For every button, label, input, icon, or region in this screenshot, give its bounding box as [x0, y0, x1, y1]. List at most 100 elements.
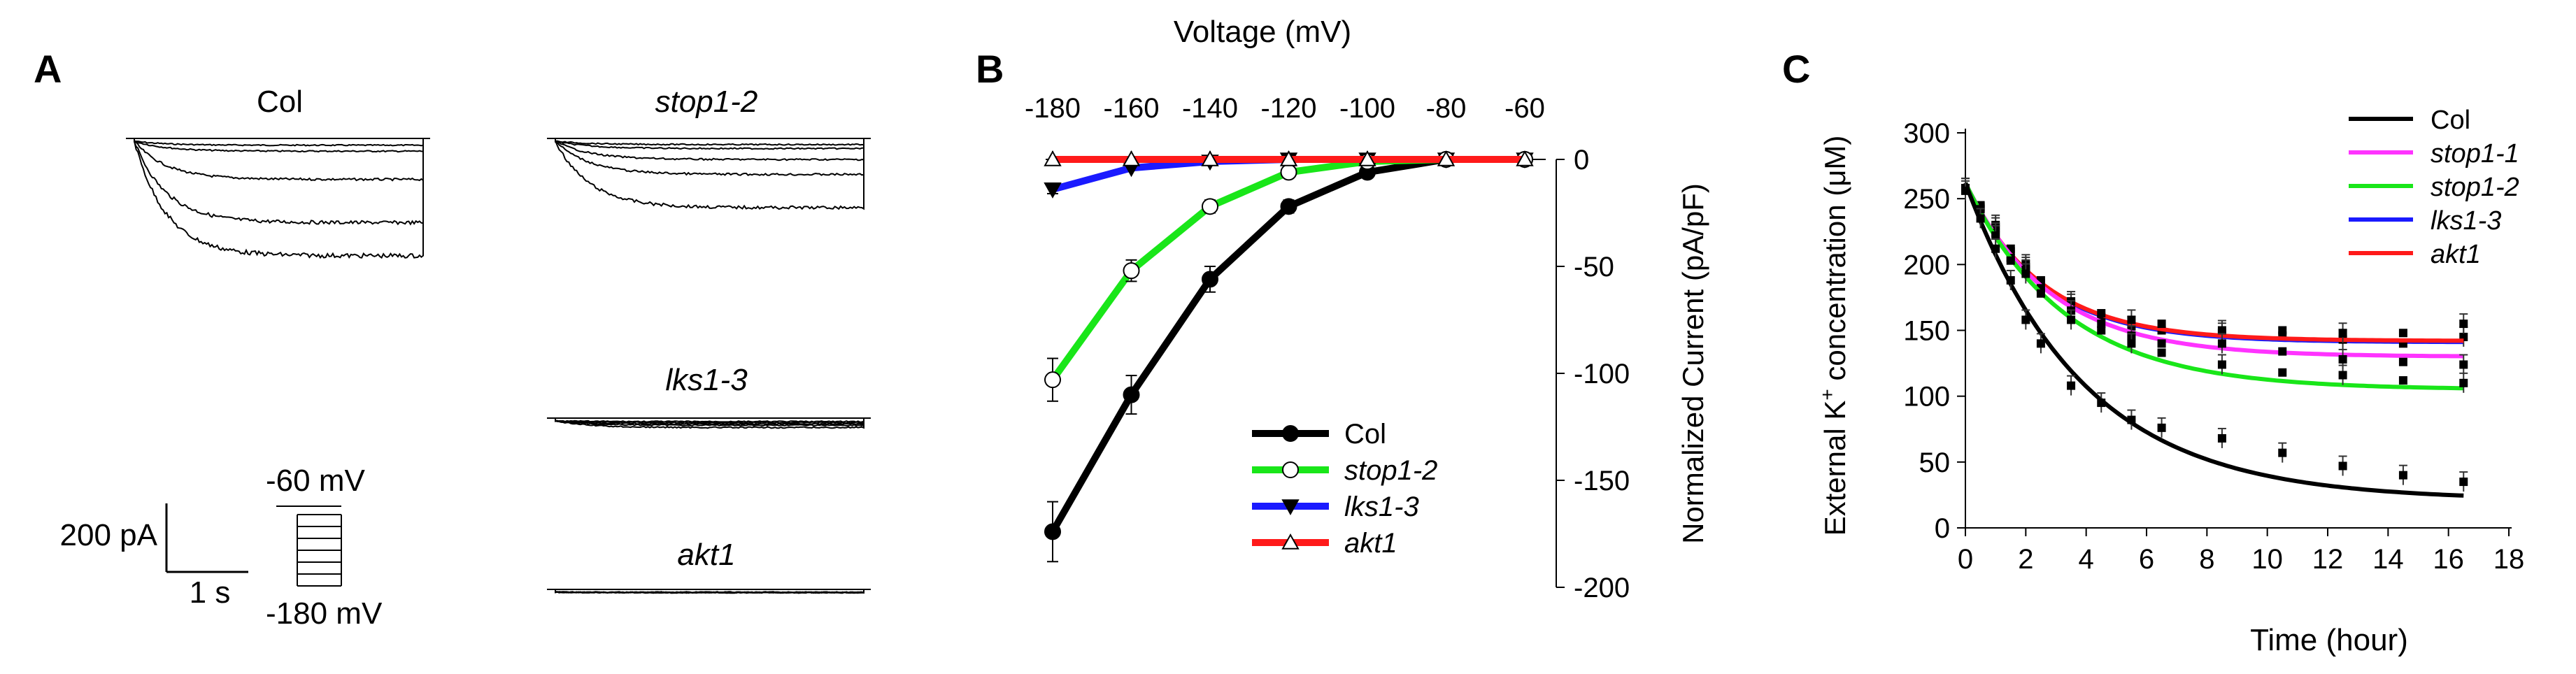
- b-legend-marker-col: [1282, 425, 1299, 442]
- c-x-tick-label: 0: [1958, 544, 1973, 575]
- b-series-stop1-2: [1044, 151, 1533, 402]
- c-legend-label-akt1: akt1: [2431, 240, 2481, 269]
- c-x-tick-label: 12: [2312, 544, 2344, 575]
- b-y-title: Normalized Current (pA/pF): [1677, 183, 1709, 544]
- b-legend-marker-stop1-2: [1282, 461, 1299, 478]
- c-point-stop1-2: [2006, 256, 2015, 265]
- b-point-stop1-2: [1202, 198, 1218, 215]
- c-legend-label-col: Col: [2431, 106, 2470, 135]
- b-x-title: Voltage (mV): [1174, 15, 1351, 49]
- c-y-tick-label: 100: [1903, 382, 1950, 413]
- c-y-tick-label: 0: [1935, 513, 1950, 544]
- c-x-tick-label: 8: [2199, 544, 2214, 575]
- c-point-col: [2127, 415, 2136, 424]
- panel-c-letter: C: [1782, 47, 1810, 91]
- protocol-bottom-label: -180 mV: [266, 596, 383, 631]
- trace-sweep: [555, 138, 864, 150]
- c-point-stop1-1: [2459, 360, 2468, 369]
- b-x-tick-label: -160: [1103, 93, 1159, 124]
- c-fit-akt1: [1963, 182, 2464, 343]
- panel-b-letter: B: [976, 47, 1004, 91]
- c-legend-label-stop1-2: stop1-2: [2431, 173, 2519, 202]
- c-point-stop1-1: [2398, 357, 2407, 366]
- c-point-stop1-2: [2459, 378, 2468, 387]
- trace-sweep: [555, 138, 864, 210]
- b-point-stop1-2: [1044, 371, 1061, 389]
- c-x-tick-label: 4: [2079, 544, 2094, 575]
- trace-sweep: [134, 138, 424, 182]
- c-y-title-pre: External K: [1819, 401, 1851, 536]
- b-y-tick-label: 0: [1574, 145, 1589, 175]
- c-point-col: [2459, 478, 2468, 487]
- b-legend-marker-akt1: [1281, 533, 1300, 550]
- c-point-stop1-1: [2157, 339, 2166, 348]
- trace-group-stop1-2: [547, 138, 871, 210]
- panel-a: A Col stop1-2 lks1-3 akt1 200 pA 1 s -60…: [34, 47, 871, 631]
- c-legend-label-lks1-3: lks1-3: [2431, 206, 2501, 236]
- c-point-col: [2278, 448, 2287, 457]
- b-point-lks1-3: [1044, 182, 1062, 199]
- scalebar-time-label: 1 s: [190, 575, 231, 610]
- c-x-title: Time (hour): [2250, 623, 2408, 657]
- trace-sweep: [134, 138, 424, 226]
- b-legend-marker-lks1-3: [1281, 499, 1300, 516]
- c-point-akt1: [2338, 329, 2347, 338]
- c-point-stop1-1: [2278, 347, 2287, 356]
- c-point-col: [2338, 461, 2347, 471]
- b-legend-label-stop1-2: stop1-2: [1344, 455, 1437, 486]
- trace-sweep: [134, 138, 424, 153]
- c-fit-stop1-2: [1963, 182, 2464, 391]
- b-legend-label-lks1-3: lks1-3: [1344, 492, 1419, 522]
- trace-sweep: [555, 138, 864, 162]
- b-point-col: [1280, 198, 1297, 215]
- c-point-akt1: [2127, 315, 2136, 324]
- c-x-tick-label: 2: [2018, 544, 2033, 575]
- c-point-col: [2217, 433, 2226, 443]
- b-y-tick-label: -100: [1574, 359, 1630, 389]
- b-y-tick-label: -50: [1574, 252, 1614, 282]
- b-series-akt1: [1044, 150, 1534, 166]
- c-series-stop1-2: [1961, 178, 2468, 393]
- c-point-akt1: [2398, 329, 2407, 338]
- c-point-col: [1976, 214, 1985, 223]
- trace-label-lks1-3: lks1-3: [665, 363, 748, 397]
- c-x-tick-label: 6: [2139, 544, 2154, 575]
- c-point-akt1: [2157, 320, 2166, 329]
- c-y-tick-label: 300: [1903, 118, 1950, 149]
- b-point-stop1-2: [1123, 262, 1140, 280]
- trace-group-lks1-3: [547, 417, 871, 429]
- c-point-akt1: [2459, 320, 2468, 329]
- c-point-stop1-2: [2217, 360, 2226, 369]
- panel-a-letter: A: [34, 47, 62, 91]
- trace-label-akt1: akt1: [677, 538, 735, 572]
- c-series-col: [1961, 180, 2468, 498]
- c-point-akt1: [2217, 326, 2226, 335]
- b-point-akt1: [1122, 150, 1141, 166]
- c-series-akt1: [1961, 178, 2468, 343]
- trace-group-col: [126, 138, 430, 259]
- c-point-stop1-2: [2398, 376, 2407, 385]
- c-point-col: [1961, 186, 1970, 195]
- b-y-tick-label: -200: [1574, 573, 1630, 603]
- c-series: [1961, 178, 2468, 498]
- c-point-col: [2006, 275, 2015, 285]
- c-point-col: [2021, 315, 2030, 324]
- trace-sweep: [555, 138, 864, 146]
- trace-label-stop1-2: stop1-2: [655, 85, 758, 119]
- c-point-stop1-1: [2097, 320, 2106, 329]
- b-point-akt1: [1358, 150, 1376, 166]
- b-point-akt1: [1516, 150, 1534, 166]
- current-traces: [126, 138, 871, 594]
- protocol-top-label: -60 mV: [266, 464, 365, 498]
- c-point-col: [2157, 423, 2166, 432]
- c-point-stop1-2: [2067, 315, 2076, 324]
- c-point-col: [2036, 339, 2045, 348]
- b-x-tick-label: -100: [1339, 93, 1395, 124]
- c-legend-label-stop1-1: stop1-1: [2431, 139, 2519, 168]
- trace-sweep: [555, 418, 864, 424]
- c-fit-stop1-1: [1963, 182, 2464, 359]
- trace-sweep: [555, 418, 864, 426]
- c-point-stop1-1: [2217, 339, 2226, 348]
- trace-group-akt1: [547, 589, 871, 594]
- c-point-stop1-2: [2338, 371, 2347, 380]
